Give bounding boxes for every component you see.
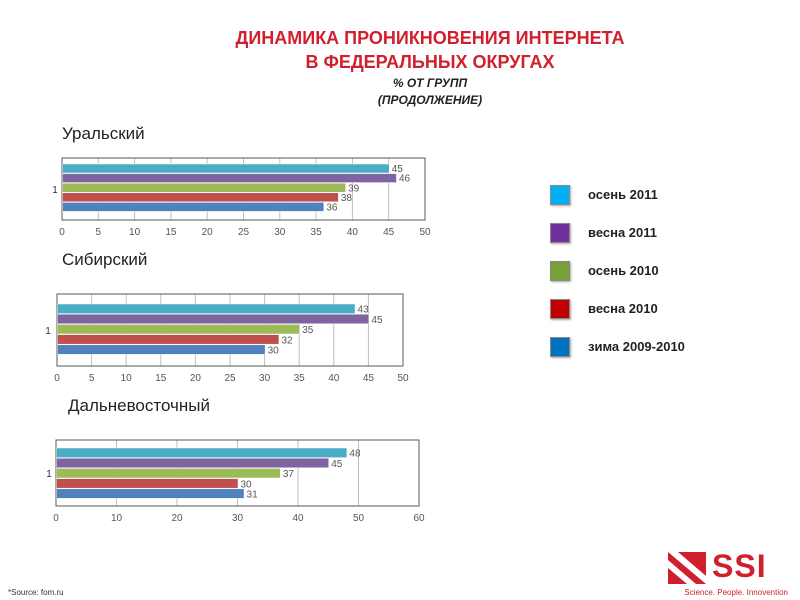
x-tick-label-ural-9: 45 [383, 227, 395, 238]
x-tick-label-siberia-1: 5 [89, 373, 95, 384]
data-label-siberia-1: 45 [371, 315, 383, 326]
data-label-fareast-0: 48 [349, 449, 361, 460]
legend-item-spring-2010: весна 2010 [548, 299, 748, 319]
legend-swatch-autumn-2010 [550, 261, 570, 281]
x-tick-label-ural-5: 25 [238, 227, 250, 238]
bar-fareast-1 [56, 457, 329, 469]
page-subtitle-line-1: % ОТ ГРУПП [392, 76, 468, 90]
legend-item-autumn-2010: осень 2010 [548, 261, 748, 281]
bar-siberia-3 [57, 334, 280, 345]
category-label-siberia: 1 [45, 326, 51, 337]
x-tick-label-siberia-9: 45 [363, 373, 375, 384]
x-tick-label-ural-3: 15 [165, 227, 177, 238]
data-label-ural-4: 36 [326, 203, 338, 214]
x-tick-label-siberia-6: 30 [259, 373, 271, 384]
legend-swatch-winter-2009-2010 [550, 337, 570, 357]
x-tick-label-siberia-8: 40 [328, 373, 340, 384]
plot-frame-ural [61, 157, 426, 221]
data-label-ural-0: 45 [392, 164, 404, 175]
legend-label-autumn-2011: осень 2011 [588, 187, 658, 202]
plot-frame-fareast [55, 439, 420, 507]
data-label-fareast-2: 37 [283, 469, 295, 480]
legend-swatch-autumn-2011 [550, 185, 570, 205]
category-label-fareast: 1 [46, 469, 52, 480]
bar-ural-4 [62, 202, 325, 212]
data-label-ural-2: 39 [348, 183, 360, 194]
bar-ural-0 [62, 163, 390, 174]
x-tick-label-ural-7: 35 [311, 227, 323, 238]
legend-label-winter-2009-2010: зима 2009-2010 [588, 339, 685, 354]
data-label-siberia-4: 30 [268, 346, 280, 357]
bar-siberia-4 [57, 344, 266, 355]
legend-item-autumn-2011: осень 2011 [548, 185, 748, 205]
plot-frame-siberia [56, 293, 404, 367]
x-tick-label-ural-4: 20 [202, 227, 214, 238]
legend-label-spring-2011: весна 2011 [588, 225, 658, 240]
legend-label-spring-2010: весна 2010 [588, 301, 658, 316]
bar-ural-3 [62, 192, 339, 203]
bar-siberia-1 [57, 313, 370, 325]
chart-title-fareast: Дальневосточный [68, 396, 211, 415]
bar-ural-2 [62, 182, 346, 193]
data-label-siberia-0: 43 [358, 305, 370, 316]
bar-siberia-0 [57, 303, 356, 314]
x-tick-label-siberia-10: 50 [397, 373, 409, 384]
ssi-logo-icon [668, 552, 706, 584]
x-tick-label-ural-0: 0 [59, 227, 65, 238]
x-tick-label-ural-6: 30 [274, 227, 286, 238]
category-label-ural: 1 [52, 185, 58, 196]
chart-title-ural: Уральский [62, 124, 145, 143]
page-subtitle-line-2: (ПРОДОЛЖЕНИЕ) [377, 93, 483, 107]
bar-ural-1 [62, 173, 397, 183]
ssi-logo-text: SSI [712, 548, 767, 584]
page-title-line-1: ДИНАМИКА ПРОНИКНОВЕНИЯ ИНТЕРНЕТА [235, 28, 625, 48]
x-tick-label-siberia-7: 35 [294, 373, 306, 384]
data-label-fareast-1: 45 [331, 459, 343, 470]
x-tick-label-ural-10: 50 [419, 227, 431, 238]
ssi-logo-tagline: Science. People. Innovention [684, 588, 788, 597]
x-tick-label-fareast-0: 0 [53, 513, 59, 524]
bar-fareast-3 [56, 478, 239, 489]
x-tick-label-fareast-6: 60 [413, 513, 425, 524]
x-tick-label-fareast-2: 20 [171, 513, 183, 524]
legend-item-winter-2009-2010: зима 2009-2010 [548, 337, 748, 357]
bar-fareast-0 [56, 447, 348, 458]
x-tick-label-ural-8: 40 [347, 227, 359, 238]
x-tick-label-fareast-3: 30 [232, 513, 244, 524]
source-note: *Source: fom.ru [8, 588, 64, 597]
x-tick-label-siberia-0: 0 [54, 373, 60, 384]
x-tick-label-siberia-4: 20 [190, 373, 202, 384]
x-tick-label-siberia-3: 15 [155, 373, 167, 384]
x-tick-label-fareast-4: 40 [292, 513, 304, 524]
data-label-siberia-2: 35 [302, 325, 314, 336]
x-tick-label-fareast-5: 50 [353, 513, 365, 524]
legend-item-spring-2011: весна 2011 [548, 223, 748, 243]
bar-fareast-2 [56, 468, 281, 479]
bar-fareast-4 [56, 488, 245, 499]
x-tick-label-ural-2: 10 [129, 227, 141, 238]
data-label-ural-3: 38 [341, 193, 353, 204]
page-title-line-2: В ФЕДЕРАЛЬНЫХ ОКРУГАХ [305, 52, 555, 72]
data-label-fareast-3: 30 [241, 479, 253, 490]
x-tick-label-siberia-5: 25 [224, 373, 236, 384]
legend-swatch-spring-2011 [550, 223, 570, 243]
x-tick-label-fareast-1: 10 [111, 513, 123, 524]
x-tick-label-siberia-2: 10 [121, 373, 133, 384]
legend-label-autumn-2010: осень 2010 [588, 263, 659, 278]
ssi-logo: SSI Science. People. Innovention [668, 548, 788, 598]
chart-title-siberia: Сибирский [62, 250, 148, 269]
x-tick-label-ural-1: 5 [96, 227, 102, 238]
data-label-fareast-4: 31 [247, 490, 259, 501]
bar-siberia-2 [57, 324, 300, 335]
legend-swatch-spring-2010 [550, 299, 570, 319]
data-label-siberia-3: 32 [281, 335, 293, 346]
data-label-ural-1: 46 [399, 174, 411, 185]
